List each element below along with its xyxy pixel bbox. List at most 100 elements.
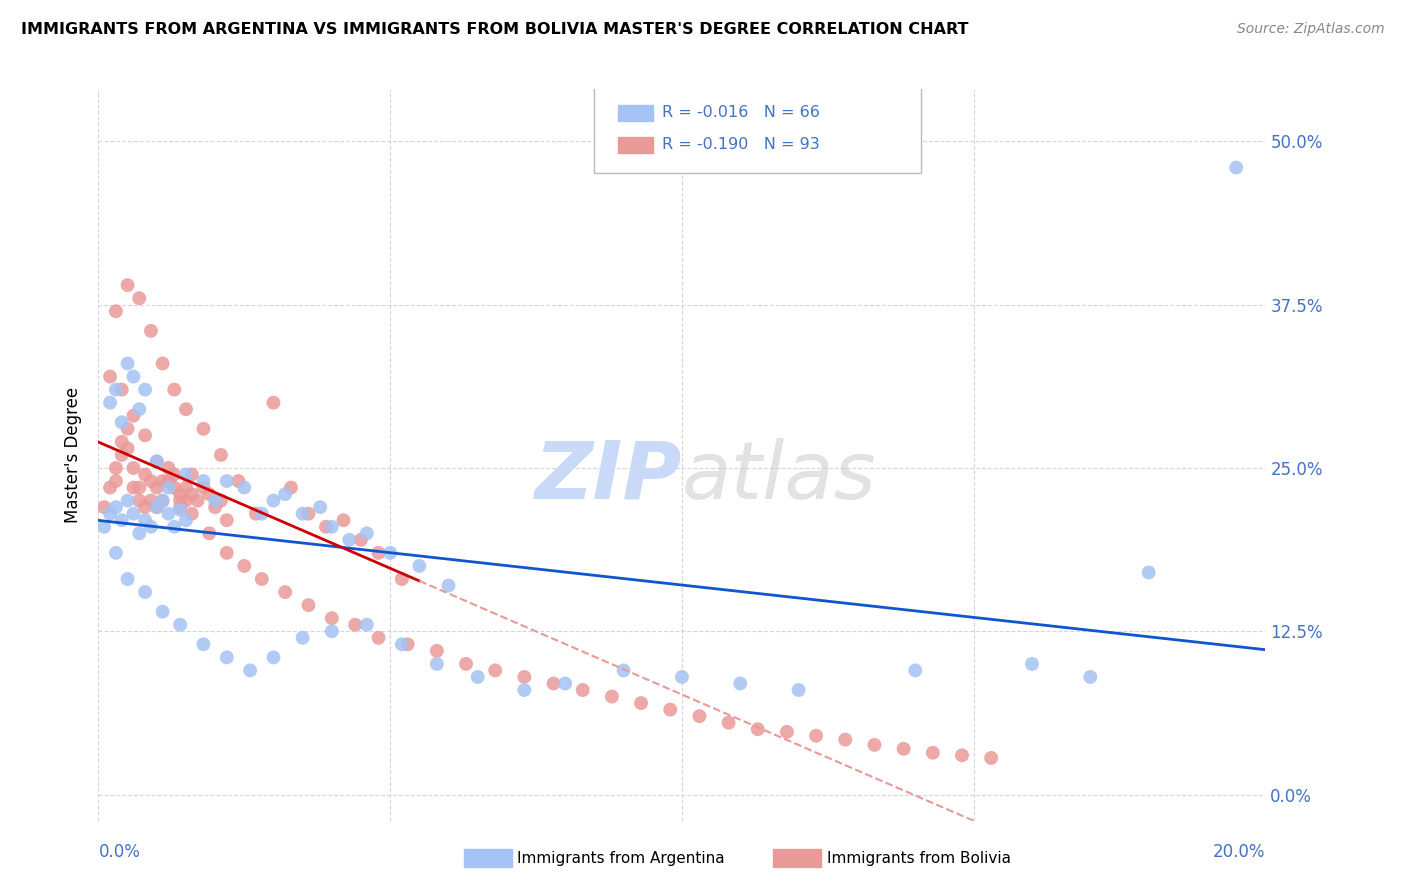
Text: R = -0.190   N = 93: R = -0.190 N = 93 <box>662 137 820 153</box>
Point <box>111 513 134 527</box>
Y-axis label: Master's Degree: Master's Degree <box>65 387 83 523</box>
Point <box>728 676 751 690</box>
Point <box>426 657 449 671</box>
Point <box>174 467 197 482</box>
Point <box>152 356 174 371</box>
Point <box>250 572 273 586</box>
Point <box>180 507 202 521</box>
Point <box>378 546 402 560</box>
Point <box>204 493 226 508</box>
Point <box>163 520 186 534</box>
Point <box>98 507 121 521</box>
Point <box>104 474 127 488</box>
Point <box>93 500 115 515</box>
Point <box>104 383 127 397</box>
Point <box>321 624 343 639</box>
FancyBboxPatch shape <box>617 104 652 120</box>
Point <box>117 356 139 371</box>
Point <box>122 481 145 495</box>
Point <box>1021 657 1043 671</box>
Point <box>128 493 150 508</box>
Point <box>180 467 202 482</box>
Point <box>198 487 221 501</box>
Point <box>152 605 174 619</box>
Text: IMMIGRANTS FROM ARGENTINA VS IMMIGRANTS FROM BOLIVIA MASTER'S DEGREE CORRELATION: IMMIGRANTS FROM ARGENTINA VS IMMIGRANTS … <box>21 22 969 37</box>
Point <box>717 715 740 730</box>
Point <box>193 422 215 436</box>
Point <box>688 709 710 723</box>
Point <box>111 448 134 462</box>
Point <box>250 507 273 521</box>
Point <box>134 585 156 599</box>
Point <box>787 683 810 698</box>
Point <box>209 493 232 508</box>
Point <box>174 513 197 527</box>
Point <box>180 487 202 501</box>
Point <box>274 487 297 501</box>
Point <box>104 461 127 475</box>
Point <box>139 324 162 338</box>
Point <box>274 585 297 599</box>
Point <box>454 657 477 671</box>
Point <box>233 481 256 495</box>
Text: R = -0.016   N = 66: R = -0.016 N = 66 <box>662 105 820 120</box>
Point <box>1080 670 1102 684</box>
Point <box>152 493 174 508</box>
Point <box>280 481 302 495</box>
Point <box>215 474 238 488</box>
Point <box>98 369 121 384</box>
Point <box>391 572 413 586</box>
Point <box>332 513 354 527</box>
Text: ZIP: ZIP <box>534 438 682 516</box>
Point <box>98 395 121 409</box>
Point <box>239 664 262 678</box>
Point <box>356 526 378 541</box>
Point <box>169 500 191 515</box>
Point <box>245 507 267 521</box>
Text: Immigrants from Argentina: Immigrants from Argentina <box>517 851 725 865</box>
Point <box>630 696 652 710</box>
Point <box>309 500 332 515</box>
Point <box>152 474 174 488</box>
Point <box>612 664 634 678</box>
Point <box>367 631 389 645</box>
Point <box>193 481 215 495</box>
Point <box>134 467 156 482</box>
Point <box>391 637 413 651</box>
Point <box>571 683 593 698</box>
Point <box>122 507 145 521</box>
Point <box>134 383 156 397</box>
Point <box>321 611 343 625</box>
Point <box>128 291 150 305</box>
Point <box>104 546 127 560</box>
Point <box>193 474 215 488</box>
Point <box>187 493 209 508</box>
Point <box>117 442 139 456</box>
Point <box>344 617 367 632</box>
Point <box>157 474 180 488</box>
Point <box>950 748 973 763</box>
Point <box>122 409 145 423</box>
Point <box>117 278 139 293</box>
Point <box>157 507 180 521</box>
Point <box>513 683 536 698</box>
Point <box>134 500 156 515</box>
Point <box>128 402 150 417</box>
Point <box>291 507 314 521</box>
Point <box>215 546 238 560</box>
Point <box>134 428 156 442</box>
Point <box>146 481 169 495</box>
Point <box>776 724 799 739</box>
Point <box>146 500 169 515</box>
Point <box>157 481 180 495</box>
Point <box>93 520 115 534</box>
Point <box>209 448 232 462</box>
Point <box>98 481 121 495</box>
Point <box>169 493 191 508</box>
Point <box>163 481 186 495</box>
Point <box>174 402 197 417</box>
Point <box>321 520 343 534</box>
FancyBboxPatch shape <box>595 82 921 173</box>
Point <box>262 650 284 665</box>
Point <box>893 741 915 756</box>
